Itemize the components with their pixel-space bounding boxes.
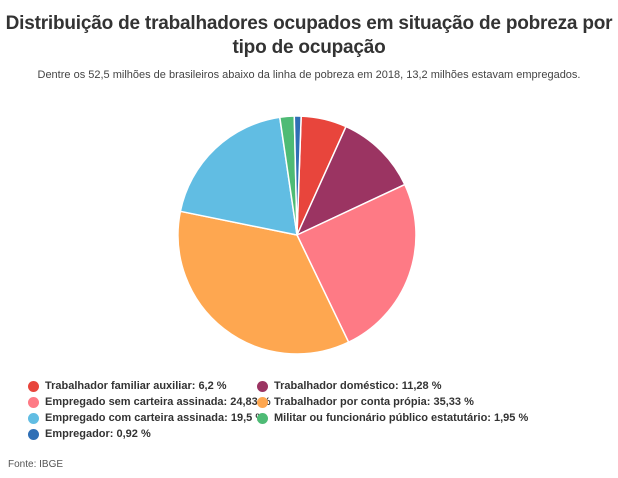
pie-slice-4[interactable] — [179, 116, 298, 236]
legend-label: Militar ou funcionário público estatutár… — [274, 412, 529, 424]
legend-marker — [28, 428, 39, 440]
legend-label: Trabalhador doméstico: 11,28 % — [274, 380, 442, 392]
pie-slice-2[interactable] — [296, 183, 417, 343]
chart-title: Distribuição de trabalhadores ocupados e… — [5, 13, 613, 58]
pie-slice-1[interactable] — [296, 125, 406, 236]
legend-item-conta-propia[interactable]: Trabalhador por conta própia: 35,33 % — [257, 396, 474, 408]
pie-slice-3[interactable] — [177, 210, 350, 355]
legend-marker — [28, 412, 39, 424]
pie-slice-6[interactable] — [293, 115, 302, 236]
legend-label: Empregado sem carteira assinada: 24,83 % — [45, 396, 271, 408]
chart-subtitle: Dentre os 52,5 milhões de brasileiros ab… — [37, 69, 581, 81]
legend-item-familiar-auxiliar[interactable]: Trabalhador familiar auxiliar: 6,2 % — [28, 380, 257, 392]
legend-label: Empregador: 0,92 % — [45, 428, 151, 440]
legend-item-sem-carteira[interactable]: Empregado sem carteira assinada: 24,83 % — [28, 396, 271, 408]
legend-label: Empregado com carteira assinada: 19,5 % — [45, 412, 266, 424]
legend-label: Trabalhador familiar auxiliar: 6,2 % — [45, 380, 227, 392]
legend-marker — [257, 396, 268, 408]
legend-item-com-carteira[interactable]: Empregado com carteira assinada: 19,5 % — [28, 412, 265, 424]
source-note: Fonte: IBGE — [8, 459, 64, 470]
legend-marker — [28, 396, 39, 408]
legend-item-domestico[interactable]: Trabalhador doméstico: 11,28 % — [257, 380, 442, 392]
legend-marker — [257, 412, 268, 424]
legend-label: Trabalhador por conta própia: 35,33 % — [274, 396, 474, 408]
legend-marker — [28, 380, 39, 392]
legend-item-militar[interactable]: Militar ou funcionário público estatutár… — [257, 412, 528, 424]
legend-marker — [257, 380, 268, 392]
legend: Trabalhador familiar auxiliar: 6,2 % Tra… — [28, 378, 608, 442]
legend-item-empregador[interactable]: Empregador: 0,92 % — [28, 428, 257, 440]
